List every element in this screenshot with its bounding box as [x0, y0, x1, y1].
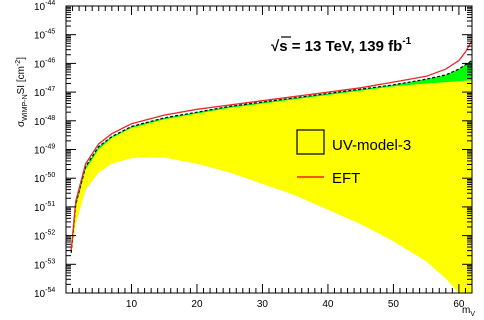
annotation-text: s = 13 TeV, 139 fb: [279, 38, 402, 55]
eft-line: [70, 40, 473, 250]
y-tick-label: 10-50: [34, 172, 55, 185]
y-tick-label: 10-54: [34, 287, 55, 300]
y-tick-label: 10-48: [34, 115, 55, 128]
annotation-exponent: -1: [402, 36, 411, 47]
y-tick-label: 10-45: [34, 29, 55, 42]
sqrt-symbol: √: [271, 38, 280, 55]
x-tick-label: 40: [322, 299, 334, 310]
x-tick-label: 30: [257, 299, 269, 310]
x-tick-label: 50: [388, 299, 400, 310]
y-tick-label: 10-53: [34, 258, 55, 271]
dashed-line: [70, 59, 473, 253]
x-tick-label: 60: [453, 299, 465, 310]
y-tick-label: 10-47: [34, 86, 55, 99]
energy-annotation: √s = 13 TeV, 139 fb-1: [271, 36, 412, 55]
y-tick-label: 10-52: [34, 230, 55, 243]
legend-label-uv-model-3: UV-model-3: [332, 137, 411, 154]
x-tick-label: 10: [126, 299, 138, 310]
y-tick-label: 10-46: [34, 57, 55, 70]
y-tick-label: 10-44: [34, 0, 55, 13]
axis-ticks: 10 20 30 40 50 60 10-54 10-53 10-52 10-51 10-50 10-…: [34, 0, 473, 310]
yellow-band-uv-model-3: [71, 80, 472, 293]
plot-area: [70, 40, 473, 293]
legend-label-eft: EFT: [332, 170, 360, 187]
y-tick-label: 10-51: [34, 201, 55, 214]
x-axis-label: mV: [462, 305, 475, 318]
y-axis-label: σWIMP-NSI [cm-2]: [15, 57, 29, 127]
green-band: [71, 60, 472, 256]
legend-box-uv-model-3: [296, 129, 325, 155]
y-tick-label: 10-49: [34, 144, 55, 157]
x-tick-label: 20: [191, 299, 203, 310]
